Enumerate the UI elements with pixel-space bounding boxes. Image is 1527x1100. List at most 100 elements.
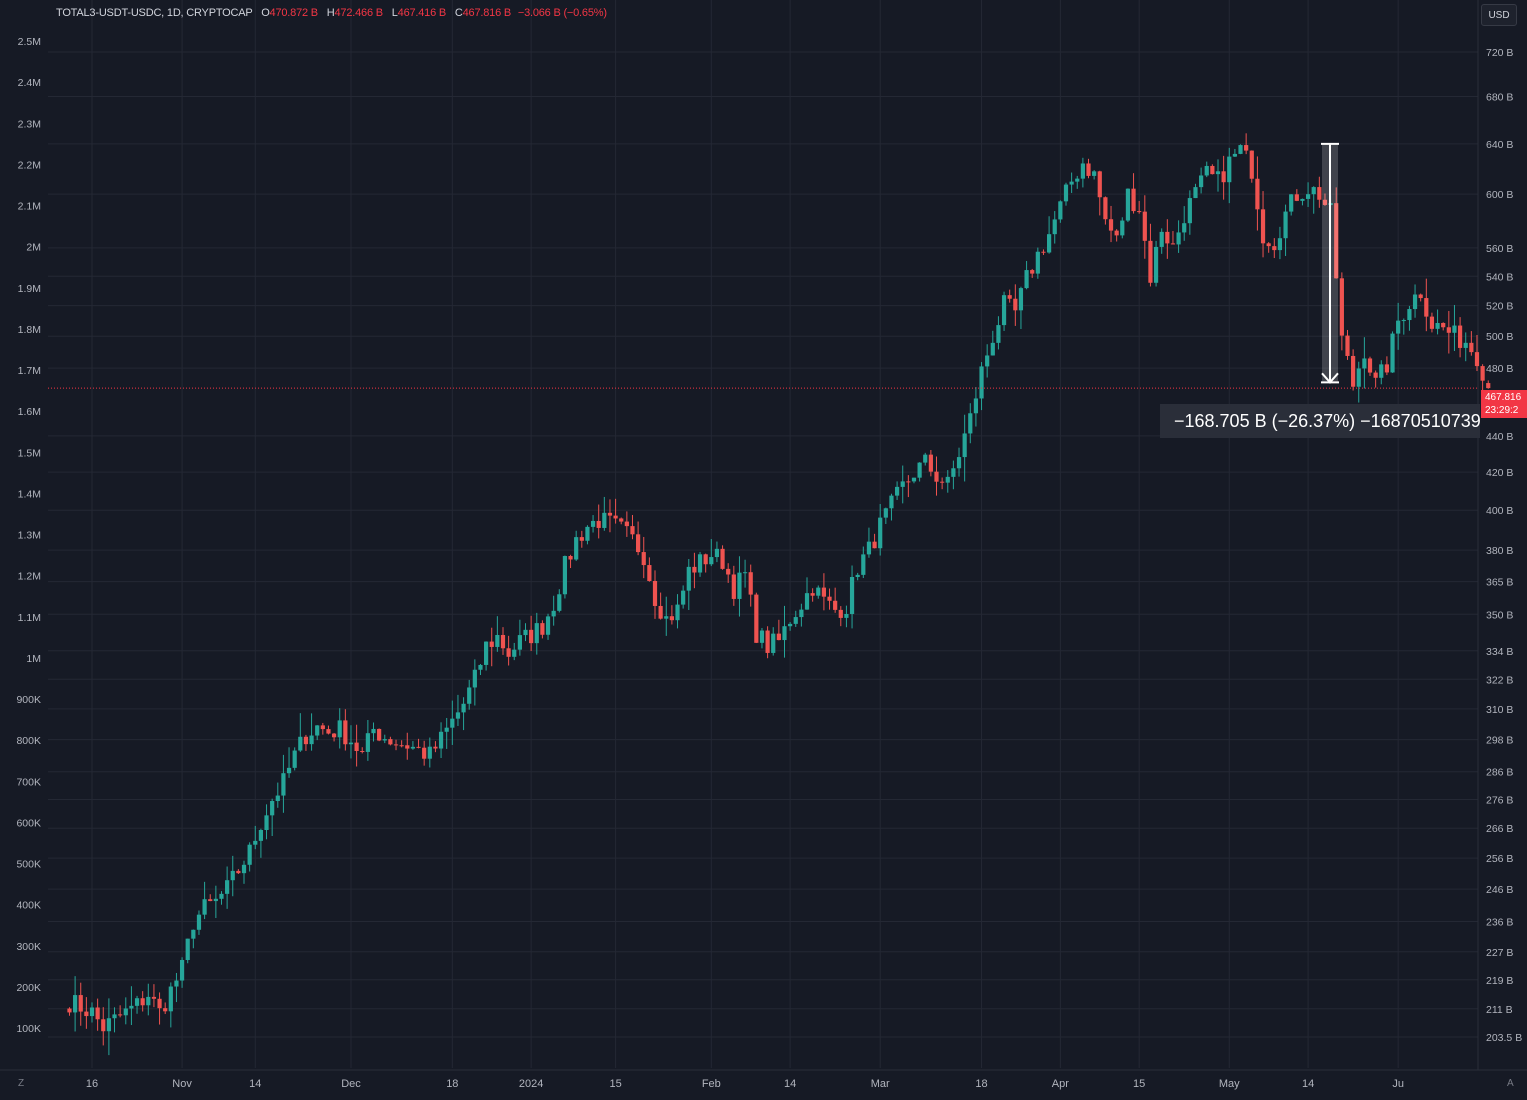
- right-price-axis[interactable]: 720 B 680 B 640 B 600 B 560 B 540 B 520 B 500 B…: [1477, 0, 1527, 1100]
- candle-up: [962, 433, 967, 458]
- price-tick-label: 219 B: [1486, 975, 1513, 987]
- time-axis[interactable]: 16 Nov 14 Dec 18 2024 15 Feb 14 Mar 18 Apr 15 May 14 Ju: [0, 1069, 1527, 1090]
- left-tick-label: 400K: [16, 900, 41, 912]
- candle-down: [1103, 197, 1108, 220]
- candle-up: [1125, 188, 1131, 221]
- candle-down: [906, 481, 911, 483]
- candle-down: [343, 720, 348, 745]
- candle-down: [1148, 240, 1153, 283]
- candle-down: [827, 596, 832, 601]
- close-label: C: [454, 7, 463, 19]
- candle-up: [1356, 368, 1361, 387]
- time-tick-label: Nov: [172, 1078, 192, 1090]
- overlays: [48, 142, 1478, 389]
- low-value: 467.416 B: [397, 7, 447, 19]
- candle-down: [940, 481, 945, 483]
- candle-down: [1441, 322, 1446, 328]
- candle-up: [911, 477, 917, 482]
- candle-down: [1114, 230, 1119, 236]
- candle-up: [557, 594, 562, 611]
- candle-down: [1007, 295, 1012, 299]
- candle-down: [1272, 246, 1277, 251]
- candle-up: [602, 512, 607, 528]
- left-tick-label: 1.1M: [18, 612, 41, 624]
- candle-down: [1457, 325, 1463, 348]
- candle-down: [1041, 251, 1046, 253]
- candle-down: [1030, 270, 1035, 274]
- left-tick-label: 1.8M: [18, 324, 41, 336]
- time-tick-label: Ju: [1392, 1078, 1404, 1090]
- left-tick-label: 1.6M: [18, 406, 41, 418]
- price-tick-label: 246 B: [1486, 884, 1513, 896]
- candle-up: [697, 554, 703, 573]
- candle-down: [1317, 187, 1322, 200]
- candle-up: [1227, 156, 1232, 183]
- price-tick-label: 334 B: [1486, 646, 1513, 658]
- candle-up: [1058, 201, 1063, 220]
- candle-down: [95, 1007, 100, 1020]
- candle-down: [529, 629, 534, 644]
- candle-down: [360, 751, 365, 753]
- candle-down: [331, 733, 337, 738]
- candle-down: [1418, 294, 1423, 299]
- candle-up: [709, 557, 714, 565]
- candle-down: [669, 616, 674, 621]
- price-tick-label: 400 B: [1486, 505, 1513, 517]
- candle-up: [241, 864, 247, 874]
- candle-up: [1063, 184, 1069, 202]
- candle-up: [878, 517, 883, 549]
- candle-up: [759, 630, 765, 643]
- price-tick-label: 500 B: [1486, 331, 1513, 343]
- candle-up: [495, 634, 500, 647]
- candle-up: [444, 727, 449, 732]
- left-tick-label: 1.2M: [18, 571, 41, 583]
- candle-up: [174, 980, 179, 987]
- candle-down: [489, 641, 494, 647]
- measure-result-label: −168.705 B (−26.37%) −16870510739: [1160, 404, 1480, 438]
- candle-up: [1452, 325, 1457, 333]
- candle-up: [484, 641, 489, 665]
- candle-down: [377, 728, 382, 741]
- candle-up: [1215, 171, 1221, 175]
- price-axis-bg: [1478, 0, 1527, 1100]
- left-tick-label: 300K: [16, 941, 41, 953]
- candle-up: [793, 617, 798, 624]
- candle-down: [1446, 327, 1451, 333]
- price-tick-label: 350 B: [1486, 609, 1513, 621]
- auto-scale-icon[interactable]: A: [1507, 1078, 1514, 1089]
- candle-up: [1075, 178, 1080, 182]
- price-tick-label: 227 B: [1486, 947, 1513, 959]
- time-tick-label: Apr: [1052, 1078, 1069, 1090]
- left-tick-label: 500K: [16, 859, 41, 871]
- candle-down: [157, 998, 162, 1009]
- currency-button[interactable]: USD: [1481, 4, 1517, 26]
- candle-up: [849, 577, 855, 614]
- left-tick-label: 2.4M: [18, 77, 41, 89]
- candle-up: [1311, 187, 1316, 195]
- left-tick-label: 1.4M: [18, 488, 41, 500]
- candle-up: [337, 720, 342, 738]
- left-tick-label: 2.3M: [18, 118, 41, 130]
- candle-down: [140, 998, 145, 1006]
- candle-up: [923, 454, 928, 463]
- time-tick-label: 14: [1302, 1078, 1314, 1090]
- left-tick-label: 2.2M: [18, 159, 41, 171]
- candle-down: [78, 995, 83, 1012]
- candle-up: [1390, 333, 1395, 373]
- candle-up: [427, 746, 432, 759]
- candle-down: [1367, 358, 1373, 373]
- candle-down: [928, 454, 933, 472]
- left-tick-label: 1.5M: [18, 447, 41, 459]
- candle-up: [1362, 358, 1367, 369]
- timezone-icon[interactable]: Z: [18, 1078, 25, 1089]
- candle-up: [1289, 194, 1294, 212]
- candle-up: [675, 604, 680, 621]
- price-tick-label: 680 B: [1486, 92, 1513, 104]
- candle-up: [804, 593, 810, 610]
- candle-down: [405, 745, 410, 749]
- price-tick-label: 380 B: [1486, 545, 1513, 557]
- time-tick-label: May: [1219, 1078, 1240, 1090]
- candle-up: [574, 537, 579, 560]
- symbol-title[interactable]: TOTAL3-USDT-USDC, 1D, CRYPTOCAP: [56, 7, 253, 19]
